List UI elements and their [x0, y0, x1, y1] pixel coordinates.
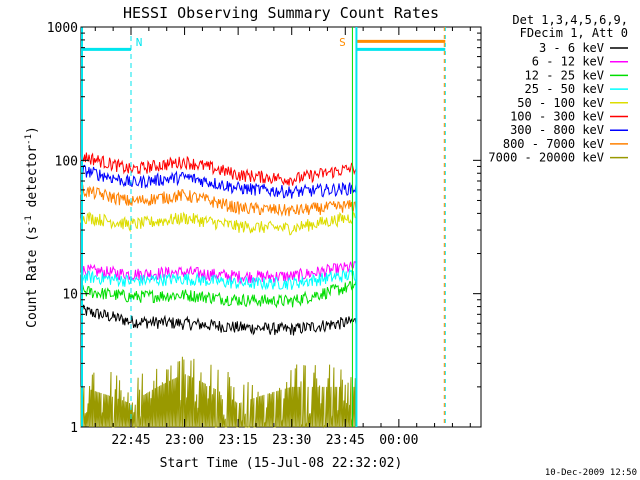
axis-layer: 22:45 23:00 23:15 23:30 23:45 00:00 1 10 100 1000 [47, 21, 481, 448]
series-line [80, 211, 357, 236]
legend-header-line: FDecim 1, Att 0 [520, 26, 628, 40]
x-tick-label: 23:00 [165, 433, 204, 448]
x-tick-label: 22:45 [111, 433, 150, 448]
y-tick-label: 1 [70, 421, 78, 436]
legend-entry-label: 50 - 100 keV [517, 96, 604, 110]
marker-label: N [136, 36, 143, 49]
legend-entry-label: 100 - 300 keV [510, 110, 604, 124]
x-tick-label: 23:15 [219, 433, 258, 448]
legend-entry-label: 800 - 7000 keV [503, 137, 604, 151]
series-line [80, 151, 357, 186]
y-axis-label: Count Rate (s-1 detector-1) [24, 126, 40, 328]
legend-entry-label: 12 - 25 keV [525, 68, 604, 82]
y-label-part: Count Rate (s [25, 226, 40, 328]
legend-entry-label: 25 - 50 keV [525, 82, 604, 96]
series-layer [80, 151, 357, 429]
x-tick-label: 23:45 [326, 433, 365, 448]
y-label-sup: -1 [24, 134, 34, 145]
y-label-sup: -1 [24, 215, 34, 226]
x-axis-label: Start Time (15-Jul-08 22:32:02) [160, 456, 403, 471]
series-line [80, 184, 357, 217]
x-tick-label: 23:30 [272, 433, 311, 448]
x-tick-label: 00:00 [379, 433, 418, 448]
legend: Det 1,3,4,5,6,9, FDecim 1, Att 0 3 - 6 k… [488, 13, 628, 165]
legend-entry-label: 7000 - 20000 keV [488, 151, 604, 165]
y-tick-label: 100 [55, 154, 78, 169]
marker-label: S [339, 36, 346, 49]
legend-entry-label: 300 - 800 keV [510, 123, 604, 137]
y-tick-label: 10 [62, 288, 78, 303]
legend-entry-label: 6 - 12 keV [532, 55, 604, 69]
series-line [80, 164, 357, 199]
chart-title: HESSI Observing Summary Count Rates [123, 4, 439, 22]
series-line [80, 268, 357, 291]
y-label-part: ) [25, 126, 40, 134]
series-line [80, 304, 357, 336]
legend-entry-label: 3 - 6 keV [539, 41, 604, 55]
series-line [80, 356, 356, 429]
footer-date: 10-Dec-2009 12:50 [545, 468, 637, 478]
y-tick-label: 1000 [47, 21, 78, 36]
series-line [80, 279, 357, 309]
legend-header-line: Det 1,3,4,5,6,9, [512, 13, 628, 27]
series-line [80, 261, 357, 285]
y-label-part: detector [25, 145, 40, 216]
